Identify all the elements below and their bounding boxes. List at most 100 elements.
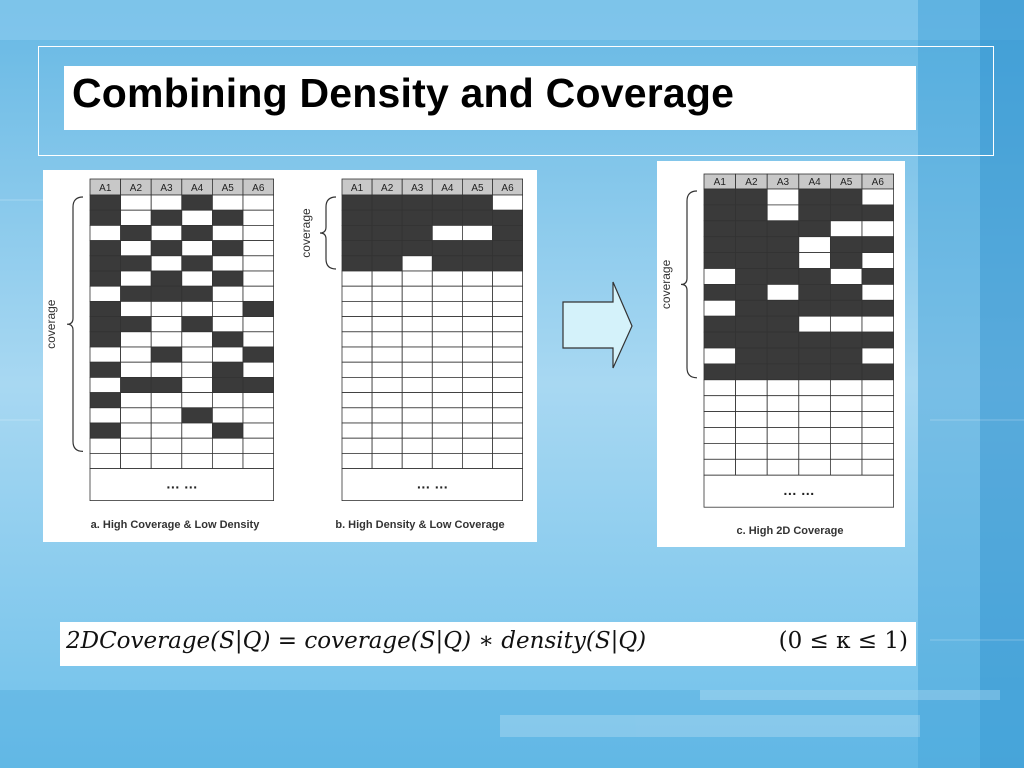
grid-cell <box>242 452 275 469</box>
grid-cell <box>211 270 244 287</box>
grid-cell <box>798 284 831 301</box>
grid-cell <box>89 346 122 363</box>
grid-cell <box>211 240 244 257</box>
grid-cell <box>766 315 800 333</box>
grid-cell <box>431 240 463 257</box>
column-header-label: A6 <box>252 183 265 194</box>
grid-cell <box>341 194 373 211</box>
grid-cell <box>461 346 493 363</box>
grid-cell <box>120 392 152 409</box>
column-header-label: A3 <box>777 177 790 188</box>
grid-cell <box>461 392 493 409</box>
grid-cell <box>89 209 122 226</box>
grid-cell <box>89 376 122 393</box>
grid-cell <box>461 300 493 317</box>
grid-cell <box>211 209 244 226</box>
grid-cell <box>703 347 737 365</box>
grid-cell <box>735 220 768 238</box>
grid-cell <box>703 315 737 333</box>
grid-cell <box>242 316 275 333</box>
grid-cell <box>492 437 524 454</box>
column-header-label: A4 <box>441 183 454 194</box>
grid-cell <box>242 422 275 439</box>
grid-cell <box>735 363 768 381</box>
grid-cell <box>492 194 524 211</box>
grid-cell <box>461 316 493 333</box>
column-header-label: A3 <box>160 183 173 194</box>
grid-cell <box>181 422 213 439</box>
grid-cell <box>861 379 895 397</box>
grid-cell <box>861 268 895 285</box>
grid-cell <box>242 194 275 211</box>
grid-cell <box>829 347 863 365</box>
grid-cell <box>829 284 863 301</box>
grid-cell <box>798 458 831 476</box>
grid-cell <box>766 347 800 365</box>
grid-cell <box>492 225 524 242</box>
grid-cell <box>492 452 524 469</box>
grid-cell <box>829 379 863 397</box>
grid-cell <box>461 376 493 393</box>
grid-cell <box>150 452 183 469</box>
ellipsis-row <box>703 474 895 508</box>
grid-cell <box>829 204 863 222</box>
grid-cell <box>492 392 524 409</box>
grid-cell <box>89 255 122 272</box>
grid-cell <box>341 452 373 469</box>
grid-cell <box>861 236 895 253</box>
grid-cell <box>461 270 493 287</box>
grid-cell <box>211 255 244 272</box>
grid-cell <box>89 225 122 242</box>
grid-cell <box>735 411 768 428</box>
grid-cell <box>120 376 152 393</box>
grid-cell <box>242 376 275 393</box>
grid-cell <box>242 300 275 317</box>
grid-cell <box>703 236 737 253</box>
grid-cell <box>371 240 403 257</box>
ellipsis-label: … … <box>166 476 198 492</box>
grid-cell <box>798 268 831 285</box>
grid-cell <box>401 225 433 242</box>
grid-cell <box>492 209 524 226</box>
grid-cell <box>431 316 463 333</box>
column-header-label: A4 <box>808 177 821 188</box>
grid-cell <box>211 285 244 302</box>
grid-cell <box>861 299 895 317</box>
grid-cell <box>341 225 373 242</box>
title-bar <box>64 66 916 130</box>
grid-cell <box>242 209 275 226</box>
grid-cell <box>492 285 524 302</box>
panel-caption: b. High Density & Low Coverage <box>335 519 504 531</box>
column-header-label: A2 <box>745 177 758 188</box>
grid-cell <box>461 240 493 257</box>
grid-cell <box>120 194 152 211</box>
grid-cell <box>150 300 183 317</box>
grid-cell <box>181 240 213 257</box>
grid-cell <box>371 209 403 226</box>
formula-constraint: (0 ≤ κ ≤ 1) <box>778 628 908 654</box>
panel-caption: a. High Coverage & Low Density <box>91 519 261 531</box>
grid-cell <box>861 204 895 222</box>
grid-cell <box>829 411 863 428</box>
grid-cell <box>766 268 800 285</box>
grid-cell <box>181 361 213 378</box>
grid-cell <box>492 407 524 424</box>
grid-cell <box>341 331 373 348</box>
grid-cell <box>89 452 122 469</box>
grid-cell <box>798 363 831 381</box>
grid-cell <box>341 376 373 393</box>
grid-cell <box>735 427 768 444</box>
grid-cell <box>829 331 863 349</box>
grid-cell <box>401 437 433 454</box>
grid-cell <box>492 240 524 257</box>
grid-cell <box>861 188 895 206</box>
panel-caption: c. High 2D Coverage <box>737 525 844 537</box>
grid-cell <box>735 284 768 301</box>
grid-cell <box>150 437 183 454</box>
grid-cell <box>211 194 244 211</box>
grid-cell <box>401 422 433 439</box>
grid-cell <box>431 407 463 424</box>
grid-cell <box>120 437 152 454</box>
grid-cell <box>181 437 213 454</box>
grid-cell <box>371 300 403 317</box>
